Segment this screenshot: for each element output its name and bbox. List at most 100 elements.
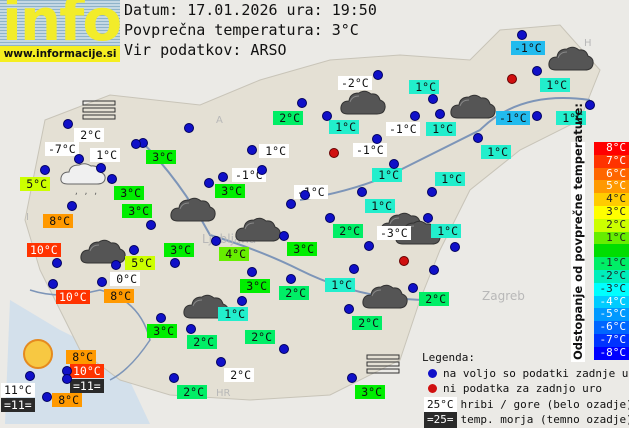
station-dot-available[interactable] [450,242,460,252]
hill-temperature-label: 2°C [74,128,104,142]
station-dot-missing[interactable] [329,148,339,158]
station-dot-available[interactable] [322,111,332,121]
station-dot-available[interactable] [364,241,374,251]
station-temperature-label: 10°C [27,243,61,257]
station-dot-available[interactable] [184,123,194,133]
station-temperature-label: 3°C [147,324,177,338]
station-dot-available[interactable] [63,119,73,129]
station-dot-available[interactable] [410,111,420,121]
legend-blue-dot-text: na voljo so podatki zadnje ure [443,366,629,382]
station-dot-available[interactable] [373,70,383,80]
station-dot-available[interactable] [473,133,483,143]
station-dot-available[interactable] [532,111,542,121]
cloud-icon [450,92,496,124]
station-temperature-label: 10°C [70,364,104,378]
hill-temperature-label: 0°C [110,272,140,286]
station-dot-available[interactable] [347,373,357,383]
station-dot-available[interactable] [96,163,106,173]
station-dot-available[interactable] [204,178,214,188]
station-dot-available[interactable] [186,324,196,334]
station-dot-available[interactable] [389,159,399,169]
station-dot-available[interactable] [48,279,58,289]
station-dot-available[interactable] [286,274,296,284]
station-dot-missing[interactable] [507,74,517,84]
station-temperature-label: 4°C [219,247,249,261]
station-dot-available[interactable] [279,231,289,241]
logo-url[interactable]: www.informacije.si [0,46,120,62]
station-dot-available[interactable] [74,154,84,164]
station-dot-available[interactable] [428,94,438,104]
station-dot-available[interactable] [40,165,50,175]
station-dot-available[interactable] [62,374,72,384]
station-temperature-label: 1°C [540,78,570,92]
data-source-line: Vir podatkov: ARSO [124,41,287,60]
fog-icon [366,354,400,380]
cloud-icon [362,282,408,314]
cloud-icon [170,195,216,227]
station-dot-available[interactable] [247,267,257,277]
station-dot-available[interactable] [156,313,166,323]
station-dot-available[interactable] [218,172,228,182]
fog-icon [82,100,116,126]
hill-temperature-label: -1°C [386,122,420,136]
sun-icon [22,338,54,374]
station-dot-available[interactable] [107,174,117,184]
station-dot-available[interactable] [357,187,367,197]
station-dot-available[interactable] [435,109,445,119]
station-dot-available[interactable] [257,165,267,175]
station-dot-available[interactable] [146,220,156,230]
scale-row: -7°C [594,334,629,347]
station-dot-available[interactable] [325,213,335,223]
station-dot-available[interactable] [344,304,354,314]
station-dot-available[interactable] [67,201,77,211]
station-temperature-label: 10°C [56,290,90,304]
station-dot-missing[interactable] [399,256,409,266]
station-dot-available[interactable] [216,357,226,367]
station-dot-available[interactable] [297,98,307,108]
station-temperature-label: 1°C [409,80,439,94]
station-dot-available[interactable] [423,213,433,223]
station-dot-available[interactable] [372,134,382,144]
station-dot-available[interactable] [429,265,439,275]
station-temperature-label: 1°C [431,224,461,238]
station-dot-available[interactable] [237,296,247,306]
station-temperature-label: 8°C [52,393,82,407]
scale-title: Odstopanje od povprečne temperature: [571,142,585,362]
station-dot-available[interactable] [279,344,289,354]
legend-sea-text: temp. morja (temno ozadje) [461,412,629,428]
station-dot-available[interactable] [300,190,310,200]
station-dot-available[interactable] [129,245,139,255]
station-temperature-label: 2°C [333,224,363,238]
station-dot-available[interactable] [169,373,179,383]
informacije-logo[interactable]: info www.informacije.si [0,0,120,62]
station-dot-available[interactable] [247,145,257,155]
station-temperature-label: 3°C [355,385,385,399]
scale-row: 7°C [594,155,629,168]
station-dot-available[interactable] [111,260,121,270]
station-dot-available[interactable] [408,283,418,293]
station-dot-available[interactable] [517,30,527,40]
station-dot-available[interactable] [52,258,62,268]
map-label-a: A [216,115,223,126]
station-dot-available[interactable] [427,187,437,197]
station-dot-available[interactable] [170,258,180,268]
station-temperature-label: 8°C [43,214,73,228]
station-dot-available[interactable] [131,139,141,149]
hill-temperature-label: 11°C [1,383,35,397]
station-dot-available[interactable] [349,264,359,274]
average-temperature-line: Povprečna temperatura: 3°C [124,21,359,40]
station-dot-available[interactable] [532,66,542,76]
legend-hill-sample: 25°C [424,397,457,413]
station-dot-available[interactable] [585,100,595,110]
station-dot-available[interactable] [211,236,221,246]
hill-temperature-label: -3°C [377,226,411,240]
station-temperature-label: -1°C [511,41,545,55]
station-dot-available[interactable] [25,371,35,381]
station-dot-available[interactable] [286,199,296,209]
cloud-icon [548,44,594,76]
svg-text:, , ,: , , , [74,187,98,196]
hill-temperature-label: 1°C [259,144,289,158]
station-dot-available[interactable] [97,277,107,287]
station-dot-available[interactable] [42,392,52,402]
